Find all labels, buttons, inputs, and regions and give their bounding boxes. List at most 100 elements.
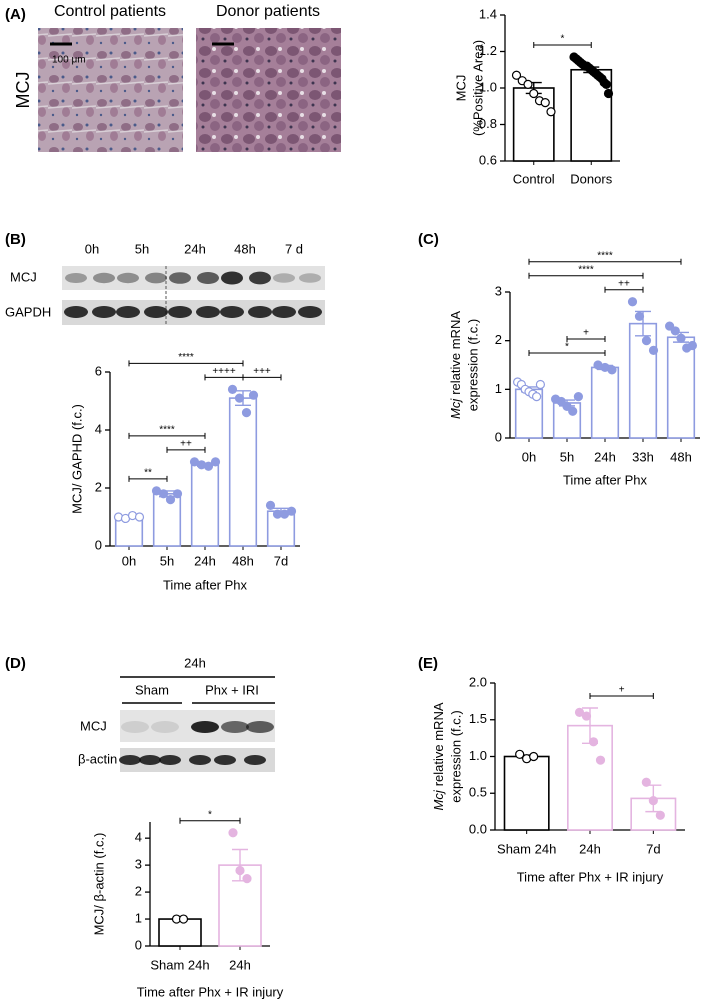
blot-strip (62, 266, 325, 290)
data-point (568, 406, 578, 416)
data-point (248, 390, 259, 400)
significance-label: **** (178, 352, 194, 363)
significance-label: ++ (180, 439, 192, 450)
blot-band (221, 721, 249, 733)
data-point (203, 461, 214, 471)
x-axis-title: Time after Phx (563, 472, 648, 487)
data-point (546, 107, 556, 117)
lane-label: 5h (135, 241, 149, 256)
bar (228, 397, 258, 547)
data-point (670, 326, 680, 336)
group-label: 24h (184, 655, 206, 670)
y-axis-label-italic: Mcj (431, 789, 446, 810)
significance-label: + (619, 685, 625, 696)
western-blot: 0h 5h 24h 48h 7 d MCJ GAPDH (5, 241, 325, 325)
blot-band (169, 272, 191, 284)
data-point (588, 737, 599, 747)
data-point (648, 345, 659, 355)
x-tick-label: 48h (670, 449, 692, 464)
data-point (515, 749, 525, 759)
y-axis-label: expression (f.c.) (448, 710, 463, 802)
x-tick-label: 24h (229, 957, 251, 972)
blot-band (121, 721, 149, 733)
y-axis-label-part: relative mRNA (448, 311, 463, 395)
data-point (676, 333, 686, 343)
blot-band (191, 721, 219, 733)
y-tick-label: 1 (135, 910, 142, 925)
data-point (529, 88, 539, 99)
y-tick-label: 0 (495, 429, 502, 444)
x-tick-label: 24h (594, 449, 616, 464)
blot-band (64, 306, 88, 318)
y-tick-label: 2.0 (469, 674, 487, 689)
x-axis-title: Time after Phx + IR injury (517, 869, 664, 884)
blot-band (196, 306, 220, 318)
lane-label: 24h (184, 241, 206, 256)
blot-band (299, 273, 321, 283)
column-label: Donor patients (216, 3, 320, 20)
x-tick-label: Sham 24h (497, 841, 556, 856)
bar (158, 918, 202, 947)
significance-label: * (561, 34, 565, 45)
significance-bracket (528, 258, 682, 265)
bar (503, 755, 550, 831)
significance-label: ++++ (212, 366, 236, 377)
significance-bracket (166, 446, 206, 453)
blot-band (248, 306, 272, 318)
significance-bracket (128, 432, 206, 439)
significance-bracket (566, 336, 606, 342)
data-point (562, 401, 572, 411)
data-point (540, 97, 550, 108)
data-point (210, 457, 221, 467)
blot-band (65, 272, 87, 284)
significance-label: **** (597, 250, 613, 261)
y-axis-label-italic: Mcj (448, 398, 463, 419)
blot-band (159, 755, 181, 765)
panel-label: (B) (5, 231, 26, 248)
lane-label: 0h (85, 241, 99, 256)
blot-band (246, 721, 274, 733)
data-point (573, 392, 584, 402)
y-axis-label: MCJ/ GAPHD (f.c.) (69, 404, 84, 514)
lane-label: 7 d (285, 241, 303, 256)
histology-image (38, 28, 183, 152)
significance-label: * (565, 342, 569, 353)
blot-band (272, 306, 296, 318)
data-point (242, 874, 252, 884)
significance-bracket (528, 272, 644, 279)
x-tick-label: Control (513, 171, 555, 186)
x-axis-title: Time after Phx + IR injury (137, 984, 284, 999)
histology-image (196, 28, 341, 152)
x-tick-label: 24h (194, 553, 216, 568)
blot-band (244, 755, 266, 765)
y-tick-label: 1 (495, 381, 502, 396)
significance-bracket (128, 475, 168, 482)
y-tick-label: 0 (95, 537, 102, 552)
y-tick-label: 2 (95, 479, 102, 494)
scale-label: 100 μm (52, 55, 86, 66)
y-tick-label: 2 (495, 332, 502, 347)
y-axis-label: expression (f.c.) (465, 319, 480, 411)
data-point (687, 340, 698, 351)
blot-band (298, 306, 322, 318)
x-tick-label: 33h (632, 449, 654, 464)
y-tick-label: 0 (135, 937, 142, 952)
significance-bracket (533, 41, 592, 48)
data-point (178, 914, 189, 924)
data-point (581, 711, 592, 721)
x-tick-label: 7d (274, 553, 288, 568)
blot-band (119, 755, 141, 765)
significance-bracket (179, 817, 241, 824)
blot-band (117, 272, 139, 284)
blot-band (214, 755, 236, 765)
y-axis-label: Mcj relative mRNA (448, 311, 463, 419)
data-point (556, 396, 566, 407)
data-point (655, 810, 665, 820)
x-tick-label: 24h (579, 841, 601, 856)
significance-bracket (604, 286, 644, 293)
data-point (529, 751, 539, 762)
x-tick-label: 5h (160, 553, 174, 568)
row-label: GAPDH (5, 304, 51, 319)
x-tick-label: 0h (522, 449, 536, 464)
